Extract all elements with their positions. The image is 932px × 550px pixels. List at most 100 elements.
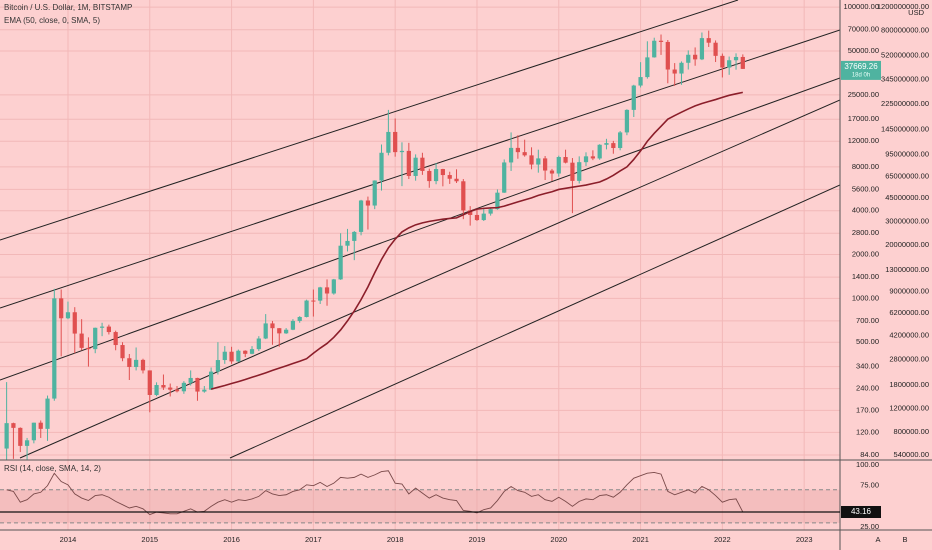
candle-body <box>556 157 561 174</box>
y-tick-label: 25.00 <box>860 522 879 531</box>
candle-body <box>658 40 664 42</box>
candle-body <box>45 398 50 429</box>
candle-body <box>645 57 650 78</box>
y2-tick-label: 145000000.00 <box>881 125 929 134</box>
candle-body <box>59 298 64 319</box>
candle-body <box>440 169 445 176</box>
y2-tick-label: 20000000.00 <box>885 240 929 249</box>
candle-body <box>495 192 500 210</box>
y-tick-label: 700.00 <box>856 316 879 325</box>
candle-body <box>733 56 739 61</box>
candle-body <box>195 377 200 392</box>
candle-body <box>243 350 248 354</box>
candle-body <box>256 338 261 350</box>
grid <box>0 0 840 530</box>
candle-body <box>106 326 111 333</box>
y-tick-label: 5600.00 <box>852 184 879 193</box>
y2-tick-label: 1800000.00 <box>889 380 929 389</box>
candle-body <box>263 323 268 339</box>
candle-body <box>72 312 77 334</box>
y-tick-label: 2000.00 <box>852 250 879 259</box>
y2-tick-label: 345000000.00 <box>881 74 929 83</box>
candle-body <box>304 300 309 317</box>
candle-body <box>379 152 384 181</box>
y2-tick-label: 13000000.00 <box>885 265 929 274</box>
candle-body <box>209 371 214 390</box>
candle-body <box>372 180 377 206</box>
y-tick-label: 100.00 <box>856 460 879 469</box>
candle-body <box>740 56 745 69</box>
x-tick-label: 2014 <box>60 535 77 544</box>
candle-body <box>529 155 534 165</box>
y2-tick-label: 800000000.00 <box>881 25 929 34</box>
candle-body <box>536 158 541 165</box>
candle-body <box>140 359 146 371</box>
candle-body <box>583 156 589 163</box>
x-tick-label: 2020 <box>550 535 567 544</box>
x-tick-label: 2022 <box>714 535 731 544</box>
candle-body <box>693 54 698 60</box>
candle-body <box>481 213 486 221</box>
candle-body <box>386 131 391 153</box>
y2-tick-label: 225000000.00 <box>881 99 929 108</box>
candle-body <box>358 200 364 232</box>
rsi-band <box>0 489 840 523</box>
x-tick-label: 2021 <box>632 535 649 544</box>
last-price-box <box>841 60 881 80</box>
candle-body <box>120 345 125 359</box>
candle-body <box>393 131 398 153</box>
candle-body <box>65 312 71 319</box>
channel-line <box>0 29 840 309</box>
candle-body <box>502 162 507 193</box>
candle-body <box>474 214 480 221</box>
candle-body <box>713 42 718 56</box>
candle-body <box>38 422 43 429</box>
candle-body <box>324 287 330 294</box>
candle-body <box>174 389 180 392</box>
y-tick-label: 170.00 <box>856 405 879 414</box>
candle-body <box>399 150 405 153</box>
candle-body <box>488 209 493 214</box>
candle-body <box>113 332 118 346</box>
candle-body <box>11 423 16 428</box>
candle-body <box>277 328 282 334</box>
candle-body <box>134 359 139 367</box>
y2-tick-label: 30000000.00 <box>885 216 929 225</box>
rsi-pane <box>0 470 840 524</box>
axis-button[interactable]: A <box>875 535 880 544</box>
y-tick-label: 1000.00 <box>852 293 879 302</box>
channel-line <box>0 77 840 381</box>
candle-body <box>652 40 657 58</box>
candle-body <box>93 327 98 350</box>
candle-body <box>338 245 343 280</box>
candle-body <box>604 143 609 145</box>
candle-body <box>461 181 466 211</box>
x-tick-label: 2023 <box>796 535 813 544</box>
y-tick-label: 84.00 <box>860 450 879 459</box>
candle-body <box>447 175 452 179</box>
candle-body <box>468 210 473 215</box>
axis-button[interactable]: B <box>902 535 907 544</box>
candle-body <box>413 157 418 176</box>
y2-tick-label: 4200000.00 <box>889 331 929 340</box>
y-tick-label: 340.00 <box>856 362 879 371</box>
y2-tick-label: 45000000.00 <box>885 193 929 202</box>
candle-body <box>508 147 514 163</box>
candle-body <box>679 62 684 74</box>
candle-body <box>618 132 623 149</box>
candle-body <box>665 41 670 70</box>
candle-body <box>202 389 207 392</box>
y2-tick-label: 9000000.00 <box>889 286 929 295</box>
candle-body <box>24 440 30 446</box>
x-tick-label: 2017 <box>305 535 322 544</box>
candle-body <box>597 144 602 159</box>
candle-body <box>427 170 432 182</box>
candle-body <box>672 69 677 74</box>
indicator-line <box>6 470 744 516</box>
x-tick-label: 2019 <box>469 535 486 544</box>
y2-tick-label: 1200000.00 <box>889 404 929 413</box>
candle-body <box>631 85 636 110</box>
y2-tick-label: 520000000.00 <box>881 50 929 59</box>
y-tick-label: 25000.00 <box>848 90 879 99</box>
